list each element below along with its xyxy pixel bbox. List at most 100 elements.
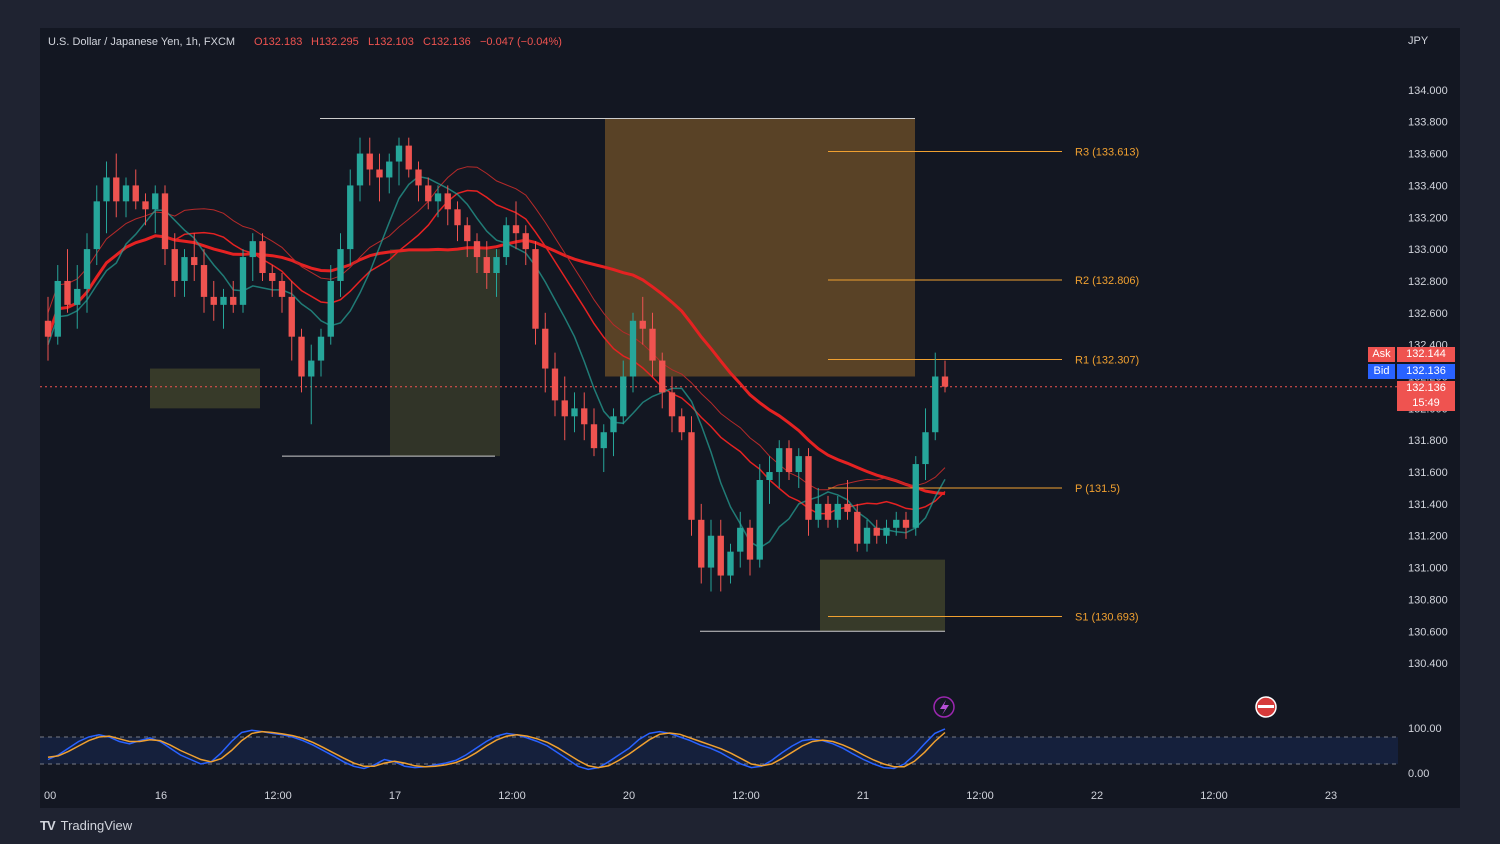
stochastic-panel: 100.00 0.00 — [40, 723, 1442, 780]
last-price-value: 132.136 — [1397, 381, 1455, 396]
tradingview-icon: TV — [40, 818, 56, 833]
currency-label: JPY — [1408, 35, 1429, 47]
candle-body — [152, 193, 159, 210]
candle-body — [464, 225, 471, 242]
tradingview-logo[interactable]: TV TradingView — [40, 818, 132, 833]
candle-body — [200, 265, 208, 297]
y-tick-label: 131.600 — [1408, 467, 1448, 479]
shaded-zones — [150, 118, 945, 632]
candle-body — [259, 241, 266, 273]
candle-body — [347, 185, 354, 250]
lightning-icon[interactable] — [933, 696, 955, 718]
chart-header-close: C132.136 — [423, 36, 471, 48]
candle-body — [249, 241, 256, 258]
candle-body — [161, 193, 169, 250]
candle-body — [610, 416, 617, 433]
candle-body — [561, 400, 568, 417]
y-tick-label: 132.800 — [1408, 276, 1448, 288]
lightning-icon-glyph — [940, 700, 949, 715]
bid-value: 132.136 — [1397, 364, 1455, 379]
candle-body — [659, 360, 666, 393]
candle-body — [386, 161, 393, 178]
candle-body — [893, 519, 900, 528]
candle-body — [620, 376, 627, 417]
candle-body — [902, 519, 910, 528]
candle-body — [171, 249, 178, 281]
y-tick-label: 131.200 — [1408, 531, 1448, 543]
candle-body — [337, 249, 344, 281]
candle-body — [912, 464, 919, 528]
y-tick-label: 132.600 — [1408, 308, 1448, 320]
bid-label: Bid — [1368, 364, 1395, 379]
candle-body — [707, 535, 715, 568]
candle-body — [678, 416, 685, 433]
chart-header-open: O132.183 — [254, 36, 302, 48]
y-tick-label: 133.800 — [1408, 117, 1448, 129]
x-tick-label: 12:00 — [1200, 790, 1228, 802]
candle-body — [308, 360, 315, 377]
ema-mid-line — [47, 189, 946, 515]
x-tick-label: 16 — [155, 790, 167, 802]
candle-body — [503, 225, 510, 258]
candle-body — [181, 257, 188, 281]
candle-body — [756, 480, 763, 560]
candle-body — [746, 527, 754, 560]
candle-body — [405, 145, 412, 170]
ask-label: Ask — [1368, 347, 1395, 362]
candle-body — [766, 472, 773, 480]
y-tick-label: 133.000 — [1408, 244, 1448, 256]
candle-body — [366, 153, 373, 170]
olive-zone — [150, 368, 260, 409]
candle-body — [590, 424, 598, 449]
y-tick-label: 131.800 — [1408, 435, 1448, 447]
candle-body — [230, 296, 237, 305]
candle-body — [317, 336, 325, 361]
y-tick-label: 130.600 — [1408, 626, 1448, 638]
candle-countdown: 15:49 — [1397, 396, 1455, 411]
chart-svg[interactable]: R3 (133.613) R2 (132.806) R1 (132.307) P (1… — [40, 28, 1460, 808]
candle-body — [454, 209, 461, 226]
y-tick-label: 131.400 — [1408, 499, 1448, 511]
stoch-band — [40, 737, 1398, 764]
olive-zone — [820, 559, 945, 632]
x-tick-label: 12:00 — [264, 790, 292, 802]
candle-body — [142, 201, 149, 210]
olive-zone — [390, 249, 500, 457]
chart-header-symbol: U.S. Dollar / Japanese Yen, 1h, FXCM — [48, 36, 235, 48]
pivot-label: R2 (132.806) — [1075, 275, 1139, 287]
x-tick-label: 12:00 — [966, 790, 994, 802]
candle-body — [717, 535, 724, 576]
candle-body — [103, 177, 110, 202]
chart-header-change: −0.047 (−0.04%) — [480, 36, 562, 48]
x-tick-label: 12:00 — [498, 790, 526, 802]
candle-body — [873, 527, 880, 536]
moving-average-lines — [46, 118, 946, 632]
candle-body — [824, 503, 832, 520]
pivot-label: P (131.5) — [1075, 483, 1120, 495]
band-upper-line — [47, 166, 946, 491]
candle-body — [44, 320, 52, 337]
y-tick-label: 130.400 — [1408, 658, 1448, 670]
candle-body — [776, 448, 783, 473]
candle-body — [698, 519, 705, 568]
candle-body — [64, 280, 71, 305]
candle-body — [639, 320, 646, 329]
candle-body — [288, 296, 295, 337]
candle-body — [220, 296, 227, 305]
candle-body — [191, 257, 198, 266]
x-tick-label: 17 — [389, 790, 401, 802]
candle-body — [688, 432, 695, 520]
candle-body — [415, 169, 422, 186]
candle-body — [795, 456, 802, 473]
chart-header-low: L132.103 — [368, 36, 414, 48]
candle-body — [844, 503, 851, 512]
axes: 134.000 133.800 133.600 133.400 133.200 133.0… — [44, 85, 1448, 802]
candle-body — [327, 280, 334, 337]
candle-body — [815, 503, 822, 520]
candle-body — [122, 185, 130, 202]
x-tick-label: 23 — [1325, 790, 1337, 802]
y-tick-label: 131.000 — [1408, 563, 1448, 575]
candle-body — [493, 257, 500, 273]
candle-body — [444, 193, 451, 210]
pivot-label: S1 (130.693) — [1075, 611, 1139, 623]
